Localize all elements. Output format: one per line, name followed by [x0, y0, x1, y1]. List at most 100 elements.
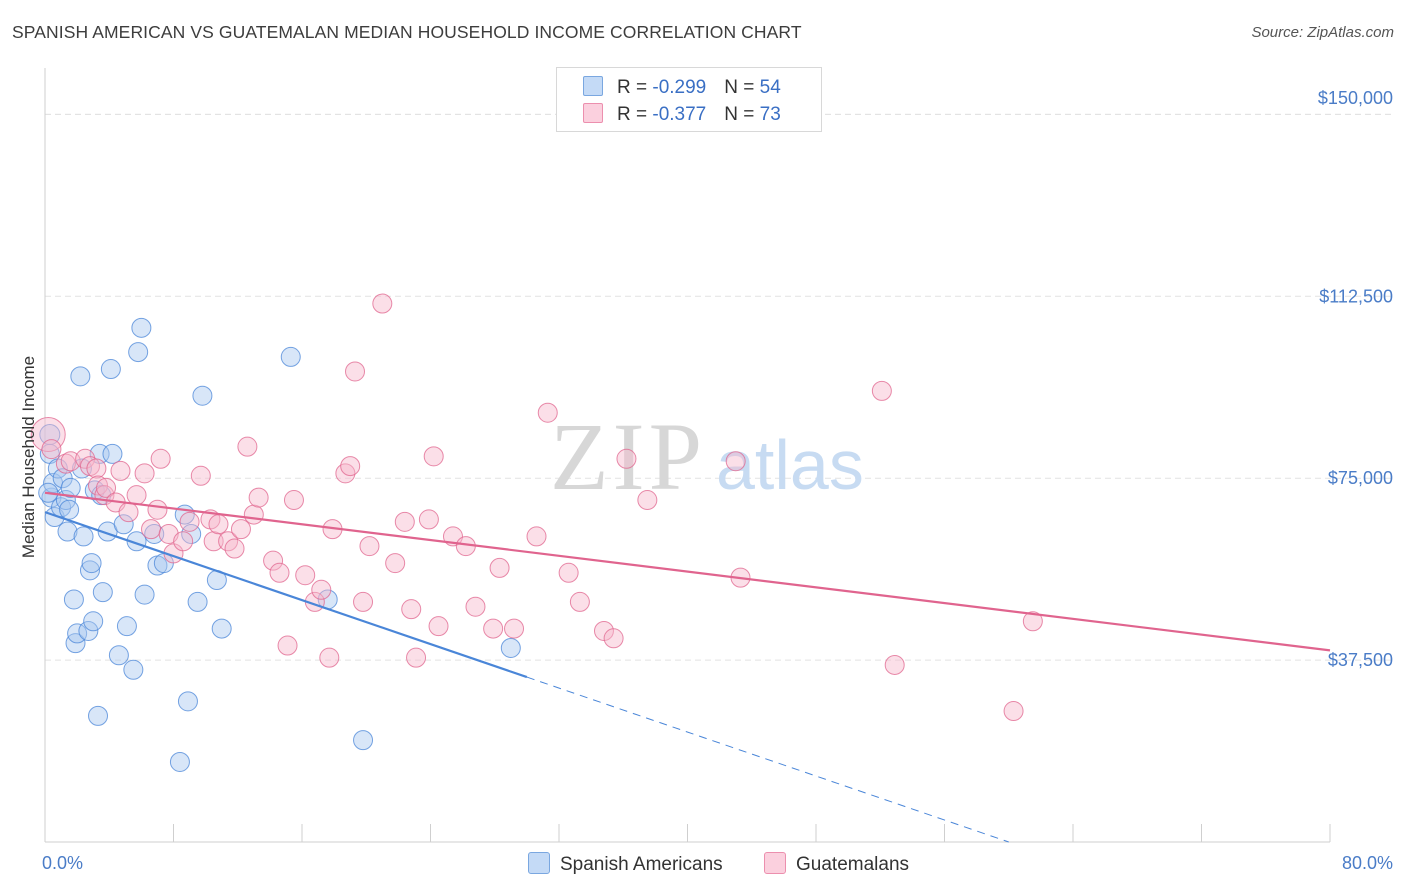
guatemalan-point — [1022, 611, 1043, 632]
guatemalan-point — [269, 562, 290, 583]
guatemalan-point — [126, 485, 147, 506]
spanish-american-point — [83, 611, 104, 632]
guatemalan-point — [537, 402, 558, 423]
spanish-american-point — [113, 514, 134, 535]
guatemalan-point — [158, 523, 179, 544]
legend-r-label: R = — [617, 77, 653, 98]
guatemalan-point — [311, 579, 332, 600]
guatemalan-point — [295, 565, 316, 586]
spanish-american-point — [81, 553, 102, 574]
guatemalan-point — [110, 460, 131, 481]
guatemalan-point — [423, 446, 444, 467]
guatemalan-point — [345, 361, 366, 382]
guatemalan-point — [504, 618, 525, 639]
legend-n-value: 73 — [759, 104, 781, 125]
guatemalan-point — [277, 635, 298, 656]
series-swatch-pink — [764, 852, 786, 874]
guatemalan-point — [884, 654, 905, 675]
legend-r-value: -0.377 — [652, 104, 707, 125]
source-label: Source: ZipAtlas.com — [1251, 24, 1394, 41]
guatemalan-point — [230, 519, 251, 540]
guatemalan-point — [96, 477, 117, 498]
spanish-american-point — [73, 526, 94, 547]
tick-labels: $37,500 $75,000 $112,500 $150,000 0.0% 80.0% — [42, 88, 1393, 873]
trend-line-guatemalans — [44, 491, 1331, 652]
spanish-american-point — [123, 659, 144, 680]
legend-row-guatemalans: R = -0.377 N = 73 — [583, 103, 781, 125]
spanish-american-point — [116, 616, 137, 637]
series-legend-guatemalans: Guatemalans — [764, 852, 909, 876]
guatemalan-point — [248, 487, 269, 508]
guatemalan-point — [353, 591, 374, 612]
guatemalan-point — [871, 380, 892, 401]
spanish-american-point — [102, 443, 123, 464]
spanish-american-point — [128, 342, 149, 363]
series-name: Spanish Americans — [560, 854, 723, 875]
spanish-american-point — [79, 560, 100, 581]
legend-n-value: 54 — [759, 77, 781, 98]
trend-lines — [44, 491, 1331, 843]
guatemalan-point — [319, 647, 340, 668]
series-name: Guatemalans — [796, 854, 910, 875]
spanish-american-point — [44, 506, 65, 527]
guatemalan-point — [150, 448, 171, 469]
guatemalan-point — [340, 456, 361, 477]
spanish-american-point — [353, 730, 374, 751]
guatemalan-point — [283, 490, 304, 511]
y-tick-label: $75,000 — [1328, 468, 1393, 488]
guatemalan-point — [401, 599, 422, 620]
guatemalan-point — [483, 618, 504, 639]
spanish-american-point — [192, 385, 213, 406]
guatemalan-point — [173, 531, 194, 552]
y-tick-label: $112,500 — [1319, 286, 1393, 306]
guatemalan-point — [203, 531, 224, 552]
guatemalan-point — [359, 536, 380, 557]
guatemalan-point — [243, 504, 264, 525]
guatemalan-point — [637, 490, 658, 511]
legend-r-label: R = — [617, 104, 653, 125]
guatemalan-point — [603, 628, 624, 649]
guatemalan-point — [263, 550, 284, 571]
guatemalan-point — [569, 591, 590, 612]
spanish-american-point — [500, 637, 521, 658]
guatemalan-point — [372, 293, 393, 314]
spanish-american-point — [60, 477, 81, 498]
guatemalan-point — [489, 557, 510, 578]
guatemalan-point — [526, 526, 547, 547]
correlation-legend: R = -0.299 N = 54 R = -0.377 N = 73 — [556, 67, 822, 132]
guatemalan-point — [147, 499, 168, 520]
guatemalan-point — [725, 451, 746, 472]
spanish-american-point — [88, 705, 109, 726]
spanish-american-point — [92, 582, 113, 603]
guatemalan-point — [190, 465, 211, 486]
spanish-american-point — [57, 521, 78, 542]
trend-extension-spanish-americans — [526, 676, 1009, 843]
guatemalan-point — [428, 616, 449, 637]
guatemalan-point — [385, 553, 406, 574]
watermark-atlas: atlas — [716, 426, 864, 504]
legend-r-value: -0.299 — [652, 77, 707, 98]
legend-n-label: N = — [724, 77, 760, 98]
spanish-american-point — [78, 620, 99, 641]
spanish-american-point — [211, 618, 232, 639]
guatemalan-point — [465, 596, 486, 617]
spanish-american-point — [59, 499, 80, 520]
legend-row-spanish-americans: R = -0.299 N = 54 — [583, 76, 781, 98]
y-tick-label: $37,500 — [1328, 650, 1393, 670]
spanish-american-point — [70, 366, 91, 387]
guatemalan-point — [418, 509, 439, 530]
chart-title: SPANISH AMERICAN VS GUATEMALAN MEDIAN HO… — [12, 22, 802, 42]
series-swatch-blue — [528, 852, 550, 874]
guatemalan-point — [224, 538, 245, 559]
spanish-american-point — [63, 589, 84, 610]
guatemalan-point — [394, 511, 415, 532]
series-legend: Spanish Americans Guatemalans — [0, 852, 1406, 878]
guatemalan-point — [558, 562, 579, 583]
spanish-american-point — [169, 751, 190, 772]
spanish-american-point — [280, 346, 301, 367]
x-tick-label: 80.0% — [1342, 853, 1393, 873]
data-points — [30, 293, 1043, 772]
guatemalan-point — [41, 439, 62, 460]
guatemalan-point — [118, 502, 139, 523]
